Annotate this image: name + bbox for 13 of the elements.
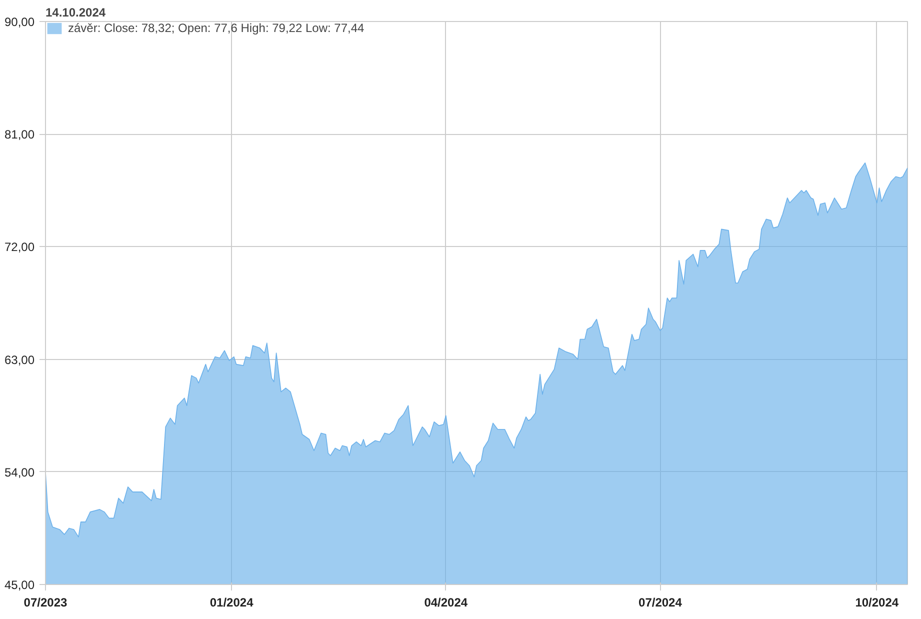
- y-tick-label: 54,00: [4, 465, 35, 480]
- x-tick-label: 07/2023: [24, 596, 68, 610]
- y-tick-label: 90,00: [4, 15, 35, 29]
- y-tick-label: 45,00: [4, 578, 35, 592]
- chart-title: 14.10.2024: [46, 6, 106, 20]
- x-tick-label: 07/2024: [638, 596, 682, 610]
- y-tick-label: 72,00: [4, 240, 35, 254]
- x-tick-label: 01/2024: [210, 596, 254, 610]
- x-tick-label: 10/2024: [855, 596, 899, 610]
- y-tick-label: 63,00: [4, 352, 35, 367]
- y-tick-label: 81,00: [4, 128, 35, 142]
- legend-label: závěr: Close: 78,32; Open: 77,6 High: 79,22 Low: 77,44: [68, 21, 364, 35]
- x-tick-label: 04/2024: [424, 596, 468, 610]
